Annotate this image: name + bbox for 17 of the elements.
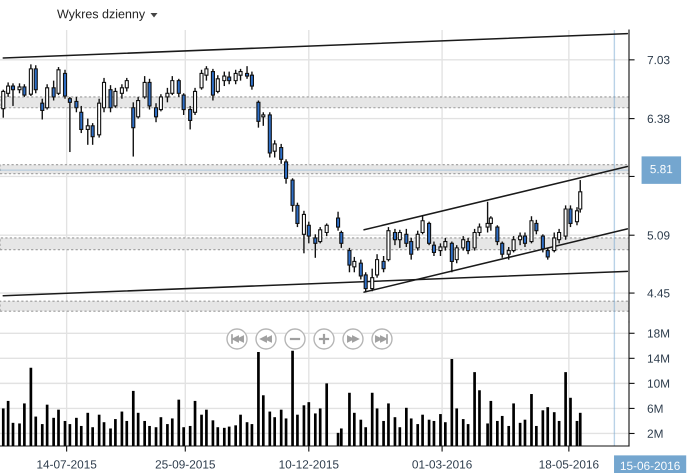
- y-tick-label: 18M: [648, 329, 670, 338]
- y-tick-label: 2M: [648, 430, 662, 438]
- x-tick-label: 18-05-2016: [540, 460, 599, 469]
- x-tick-label: 01-03-2016: [412, 460, 472, 469]
- y-tick-label: 6.38: [648, 114, 670, 123]
- ref-line-label: 15-06-2016: [620, 462, 680, 470]
- ref-line-label: 5.81: [650, 164, 672, 174]
- y-tick-label: 10M: [648, 379, 670, 388]
- y-tick-label: 7.03: [648, 56, 670, 64]
- y-tick-label: 5.09: [648, 231, 670, 240]
- y-tick-label: 14M: [648, 354, 670, 363]
- chart-title: Wykres dzienny: [57, 9, 146, 21]
- x-tick-label: 14-07-2015: [37, 460, 96, 469]
- y-tick-label: 4.45: [647, 289, 670, 298]
- x-tick-label: 10-12-2015: [280, 460, 339, 469]
- y-tick-label: 6M: [648, 404, 662, 413]
- x-tick-label: 25-09-2015: [156, 460, 215, 469]
